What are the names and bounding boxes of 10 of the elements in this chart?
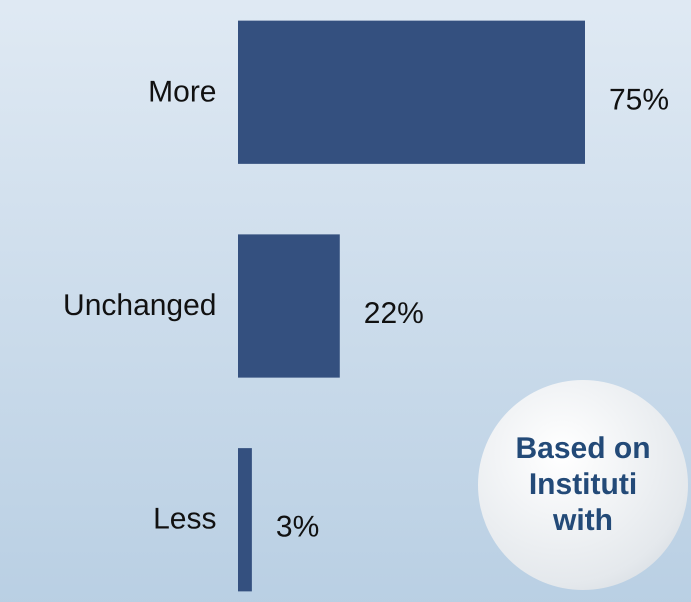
y-tick-label: More bbox=[148, 75, 216, 108]
data-label: 75% bbox=[609, 83, 670, 116]
y-tick-label: Less bbox=[153, 502, 216, 536]
annotation: Instituti bbox=[528, 467, 638, 503]
data-label: 22% bbox=[364, 297, 424, 330]
annotation: Based on bbox=[515, 431, 651, 467]
badge: Based on Instituti with bbox=[478, 380, 688, 590]
y-tick-label: Unchanged bbox=[63, 289, 216, 322]
annotation: with bbox=[553, 503, 613, 539]
data-label: 3% bbox=[276, 510, 320, 544]
